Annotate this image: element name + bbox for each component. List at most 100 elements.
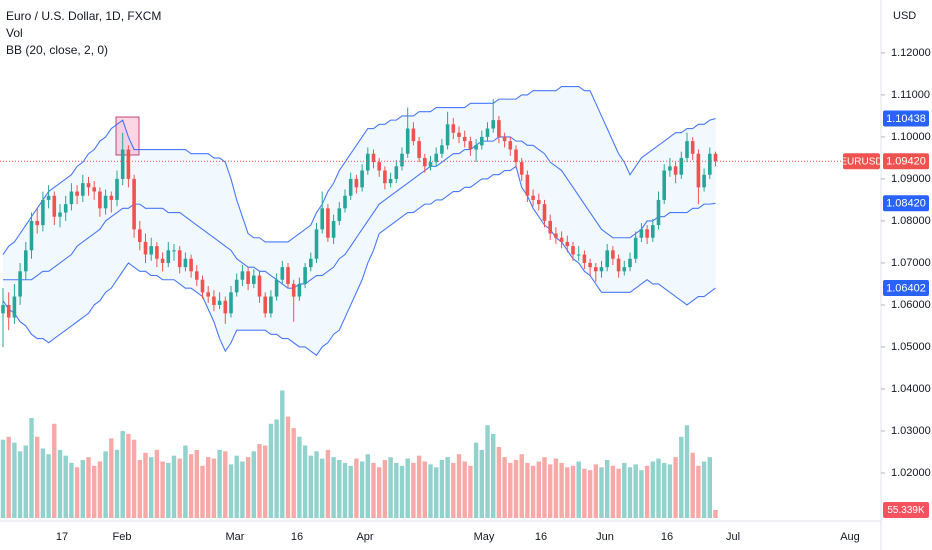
volume-bar bbox=[348, 465, 353, 518]
volume-bar bbox=[428, 464, 433, 518]
volume-bar bbox=[17, 451, 23, 518]
volume-bar bbox=[240, 461, 245, 518]
volume-bar bbox=[92, 465, 97, 518]
volume-bar bbox=[245, 457, 251, 518]
volume-bar bbox=[473, 442, 479, 518]
y-tick-label: 1.05000 bbox=[891, 341, 931, 353]
volume-bar bbox=[183, 445, 188, 518]
candle-body bbox=[662, 170, 666, 200]
candle-body bbox=[508, 141, 513, 150]
volume-bar bbox=[525, 462, 530, 518]
candle-body bbox=[645, 229, 649, 238]
volume-bar bbox=[565, 467, 570, 518]
y-tick-label: 1.08000 bbox=[891, 215, 931, 227]
volume-bar bbox=[502, 457, 507, 518]
band-fill bbox=[3, 86, 716, 356]
y-tick-label: 1.12000 bbox=[891, 47, 931, 59]
candle-body bbox=[115, 178, 119, 200]
volume-bar bbox=[684, 425, 690, 518]
volume-bar bbox=[302, 445, 308, 518]
volume-bar bbox=[416, 455, 422, 518]
volume-bar bbox=[223, 451, 228, 518]
volume-bar bbox=[291, 428, 296, 518]
volume-bar bbox=[445, 457, 450, 518]
candle-body bbox=[314, 229, 319, 259]
volume-bar bbox=[297, 436, 302, 518]
candle-body bbox=[497, 120, 501, 137]
volume-bar bbox=[206, 457, 211, 518]
volume-bar bbox=[599, 467, 604, 518]
candle-body bbox=[12, 296, 17, 318]
candle-body bbox=[138, 229, 142, 242]
candle-body bbox=[297, 283, 302, 297]
x-tick-label: 16 bbox=[535, 531, 547, 543]
volume-bar bbox=[126, 433, 131, 518]
band-last-label: 1.10438 bbox=[886, 113, 926, 125]
candle-body bbox=[223, 300, 228, 314]
y-tick-label: 1.03000 bbox=[891, 425, 931, 437]
candle-body bbox=[594, 267, 598, 272]
volume-bar bbox=[359, 461, 365, 518]
candle-body bbox=[81, 183, 85, 196]
candle-body bbox=[445, 124, 450, 146]
volume-bar bbox=[251, 451, 256, 518]
volume-bar bbox=[667, 464, 673, 518]
candle-body bbox=[177, 250, 182, 268]
candle-body bbox=[303, 267, 307, 284]
candle-body bbox=[331, 220, 336, 238]
symbol-badge bbox=[843, 153, 880, 170]
volume-bar bbox=[109, 438, 114, 518]
volume-bar bbox=[154, 449, 160, 518]
candle-body bbox=[337, 208, 342, 221]
volume-bar bbox=[200, 465, 205, 518]
candle-body bbox=[143, 241, 148, 255]
band-badge bbox=[883, 195, 929, 212]
y-tick-label: 1.07000 bbox=[891, 257, 931, 269]
volume-bar bbox=[194, 449, 199, 518]
volume-bar bbox=[354, 458, 359, 518]
volume-bar bbox=[40, 448, 46, 518]
candle-body bbox=[24, 250, 28, 272]
candle-body bbox=[41, 199, 45, 226]
candle-body bbox=[708, 153, 712, 175]
volume-bar bbox=[131, 439, 137, 518]
volume-bar bbox=[97, 461, 103, 518]
candle-body bbox=[1, 304, 5, 314]
x-tick-label: Apr bbox=[356, 531, 373, 543]
candle-body bbox=[554, 233, 558, 238]
candle-body bbox=[160, 258, 165, 263]
volume-bar bbox=[285, 416, 291, 518]
volume-bar bbox=[365, 454, 370, 518]
candle-body bbox=[240, 271, 245, 280]
volume-bar bbox=[456, 454, 462, 518]
candle-body bbox=[383, 170, 387, 184]
volume-bar bbox=[371, 462, 376, 518]
band-line bbox=[3, 136, 716, 289]
volume-bar bbox=[707, 457, 712, 518]
candle-body bbox=[103, 195, 108, 209]
candle-body bbox=[622, 267, 627, 272]
candle-body bbox=[400, 153, 404, 167]
candle-body bbox=[69, 191, 74, 205]
candle-body bbox=[252, 275, 256, 284]
last-price-label: 1.09420 bbox=[886, 156, 926, 168]
candle-body bbox=[206, 292, 210, 297]
candle-body bbox=[491, 120, 495, 129]
volume-bar bbox=[553, 458, 559, 518]
volume-bar bbox=[342, 462, 348, 518]
volume-bar bbox=[570, 465, 576, 518]
candle-body bbox=[155, 246, 159, 259]
candle-body bbox=[200, 279, 205, 293]
volume-bar bbox=[149, 457, 154, 518]
y-tick-label: 1.06000 bbox=[891, 299, 931, 311]
y-tick-label: 1.10000 bbox=[891, 131, 931, 143]
candle-body bbox=[269, 296, 273, 314]
candle-body bbox=[605, 250, 609, 268]
candle-body bbox=[451, 124, 456, 133]
volume-bar bbox=[52, 423, 57, 518]
volume-bar bbox=[513, 460, 519, 518]
candle-body bbox=[480, 136, 484, 146]
candle-body bbox=[274, 279, 279, 297]
volume-bar bbox=[434, 467, 439, 518]
